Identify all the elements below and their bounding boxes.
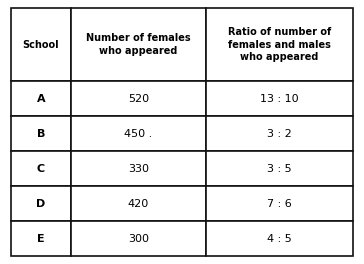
Text: 300: 300 — [128, 234, 149, 244]
Text: C: C — [37, 164, 45, 174]
Bar — [11, 116, 71, 151]
Bar — [11, 151, 71, 186]
Text: 3 : 2: 3 : 2 — [267, 129, 292, 139]
Text: A: A — [36, 94, 45, 104]
Bar — [11, 186, 71, 221]
Bar — [71, 221, 206, 256]
Text: 3 : 5: 3 : 5 — [267, 164, 292, 174]
Bar — [206, 8, 353, 81]
Text: 13 : 10: 13 : 10 — [260, 94, 299, 104]
Bar — [206, 221, 353, 256]
Text: Number of females
who appeared: Number of females who appeared — [86, 33, 191, 56]
Text: 7 : 6: 7 : 6 — [267, 199, 292, 209]
Text: 330: 330 — [128, 164, 149, 174]
Text: B: B — [37, 129, 45, 139]
Text: E: E — [37, 234, 45, 244]
Bar — [11, 8, 71, 81]
Bar — [71, 116, 206, 151]
Text: 4 : 5: 4 : 5 — [267, 234, 292, 244]
Text: D: D — [36, 199, 46, 209]
Bar — [71, 151, 206, 186]
Text: School: School — [23, 40, 59, 50]
Text: 420: 420 — [128, 199, 149, 209]
Bar — [206, 81, 353, 116]
Bar — [206, 151, 353, 186]
Text: Ratio of number of
females and males
who appeared: Ratio of number of females and males who… — [228, 27, 331, 62]
Text: 520: 520 — [128, 94, 149, 104]
Bar — [206, 116, 353, 151]
Bar — [71, 8, 206, 81]
Bar — [11, 81, 71, 116]
Text: 450 .: 450 . — [124, 129, 153, 139]
Bar — [71, 81, 206, 116]
Bar — [71, 186, 206, 221]
Bar — [206, 186, 353, 221]
Bar — [11, 221, 71, 256]
